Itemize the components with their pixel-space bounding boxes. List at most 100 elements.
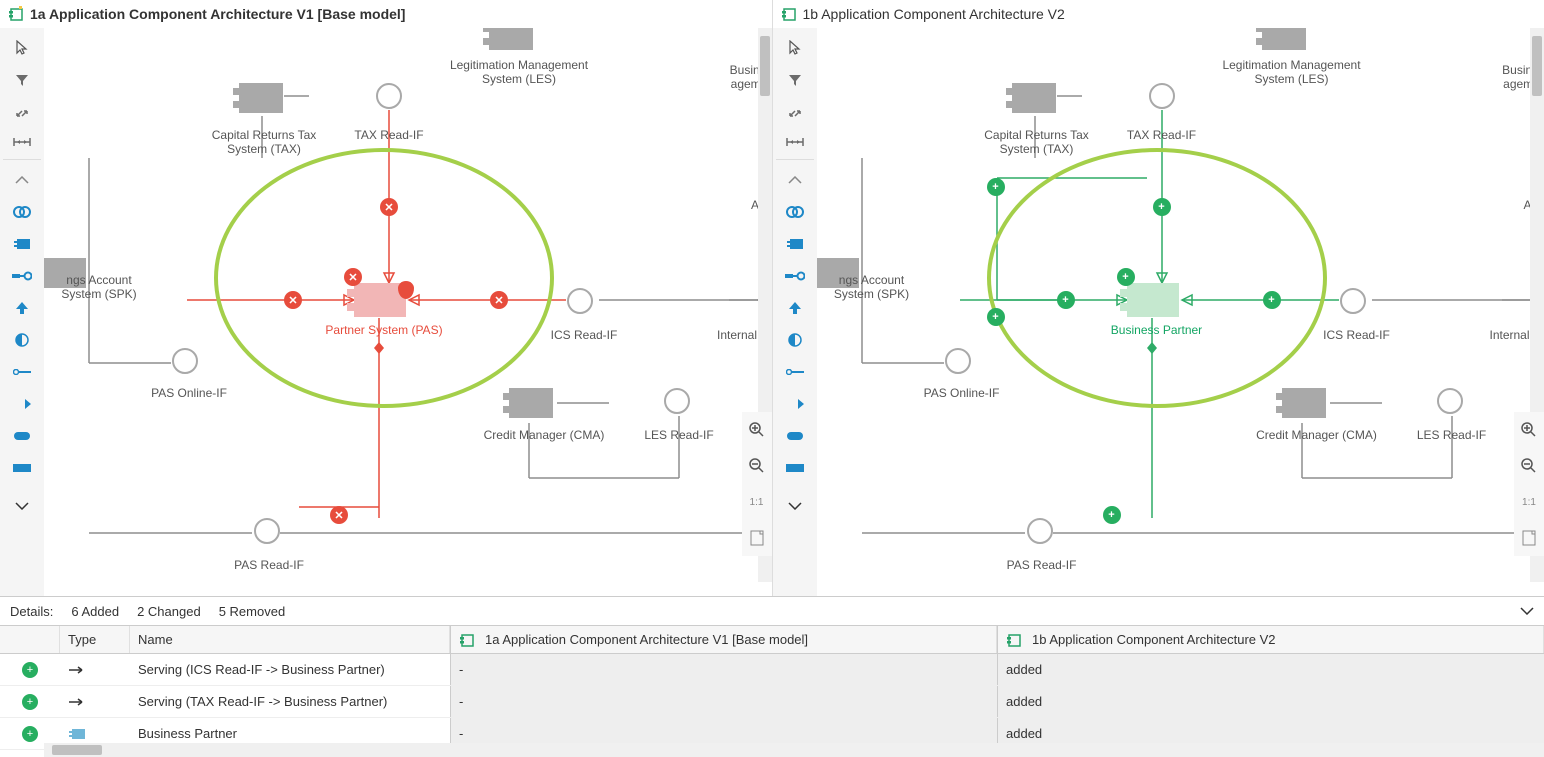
interface-label: TAX Read-IF: [1117, 128, 1207, 142]
diagram-canvas-left[interactable]: Capital Returns Tax System (TAX)Legitima…: [44, 28, 772, 596]
h-scrollbar[interactable]: [44, 743, 1544, 757]
filter-tool[interactable]: [3, 64, 41, 96]
central-component[interactable]: [1127, 283, 1179, 317]
interface-label: LES Read-IF: [1407, 428, 1497, 442]
toolbar-right: [773, 28, 817, 596]
chevron-down-icon[interactable]: [1520, 607, 1534, 615]
component-label: Legitimation Management System (LES): [444, 58, 594, 87]
width-tool[interactable]: [776, 128, 814, 160]
component-tax[interactable]: [239, 83, 283, 113]
col-type[interactable]: Type: [60, 626, 130, 653]
palette-interface-icon[interactable]: [776, 260, 814, 292]
pointer-tool[interactable]: [776, 32, 814, 64]
row-value-a: -: [450, 654, 997, 685]
col-model-b[interactable]: 1b Application Component Architecture V2: [997, 626, 1544, 653]
table-row[interactable]: +Serving (ICS Read-IF -> Business Partne…: [0, 654, 1544, 686]
added-badge-icon: +: [1103, 506, 1121, 524]
interface-taxread[interactable]: [1149, 83, 1175, 109]
row-value-a: -: [450, 686, 997, 717]
added-badge-icon: +: [987, 308, 1005, 326]
zoom-actual-icon[interactable]: 1:1: [1514, 484, 1544, 520]
component-label: Capital Returns Tax System (TAX): [972, 128, 1102, 157]
palette-line-icon[interactable]: [3, 356, 41, 388]
pointer-tool[interactable]: [3, 32, 41, 64]
removed-badge-icon: ✕: [330, 506, 348, 524]
palette-up-icon[interactable]: [776, 292, 814, 324]
palette-rect-icon[interactable]: [3, 452, 41, 484]
export-icon[interactable]: [742, 520, 772, 556]
interface-icsread[interactable]: [1340, 288, 1366, 314]
palette-line-icon[interactable]: [776, 356, 814, 388]
palette-rounded-icon[interactable]: [776, 420, 814, 452]
interface-pasread[interactable]: [1027, 518, 1053, 544]
palette-component-icon[interactable]: [3, 228, 41, 260]
export-icon[interactable]: [1514, 520, 1544, 556]
zoom-out-icon[interactable]: [742, 448, 772, 484]
central-label: Business Partner: [1087, 323, 1227, 337]
palette-rounded-icon[interactable]: [3, 420, 41, 452]
palette-component-icon[interactable]: [776, 228, 814, 260]
added-badge-icon: +: [1117, 268, 1135, 286]
component-cma[interactable]: [1282, 388, 1326, 418]
component-label: Credit Manager (CMA): [479, 428, 609, 442]
width-tool[interactable]: [3, 128, 41, 160]
component-les[interactable]: [1262, 28, 1306, 50]
app-component-icon: [8, 6, 24, 22]
pane-title-left: 1a Application Component Architecture V1…: [0, 0, 772, 28]
palette-rect-icon[interactable]: [776, 452, 814, 484]
palette-arrow-icon[interactable]: [776, 388, 814, 420]
details-changed[interactable]: 2 Changed: [137, 604, 201, 619]
palette-merge-icon[interactable]: [776, 196, 814, 228]
zoom-in-icon[interactable]: [742, 412, 772, 448]
added-icon: +: [22, 726, 38, 742]
diagram-canvas-right[interactable]: Capital Returns Tax System (TAX) Legitima…: [817, 28, 1544, 596]
palette-arrow-icon[interactable]: [3, 388, 41, 420]
pane-title-left-text: 1a Application Component Architecture V1…: [30, 6, 405, 22]
palette-up-icon[interactable]: [3, 292, 41, 324]
zoom-actual-icon[interactable]: 1:1: [742, 484, 772, 520]
filter-tool[interactable]: [776, 64, 814, 96]
collapse-up-icon[interactable]: [3, 164, 41, 196]
details-added[interactable]: 6 Added: [71, 604, 119, 619]
palette-merge-icon[interactable]: [3, 196, 41, 228]
details-label: Details:: [10, 604, 53, 619]
interface-pason[interactable]: [945, 348, 971, 374]
toolbar-left: [0, 28, 44, 596]
component-cma[interactable]: [509, 388, 553, 418]
zoom-in-icon[interactable]: [1514, 412, 1544, 448]
component-label: Legitimation Management System (LES): [1217, 58, 1367, 87]
interface-label: PAS Online-IF: [912, 386, 1012, 400]
swap-tool[interactable]: [3, 96, 41, 128]
interface-lesread[interactable]: [664, 388, 690, 414]
interface-taxread[interactable]: [376, 83, 402, 109]
interface-label: PAS Online-IF: [139, 386, 239, 400]
details-table-header: Type Name 1a Application Component Archi…: [0, 626, 1544, 654]
palette-half-icon[interactable]: [3, 324, 41, 356]
palette-interface-icon[interactable]: [3, 260, 41, 292]
component-label: ngs Account System (SPK): [49, 273, 149, 302]
collapse-down-icon[interactable]: [3, 490, 41, 522]
zoom-out-icon[interactable]: [1514, 448, 1544, 484]
removed-badge-icon: ✕: [344, 268, 362, 286]
col-name[interactable]: Name: [130, 626, 450, 653]
table-row[interactable]: +Serving (TAX Read-IF -> Business Partne…: [0, 686, 1544, 718]
col-model-a[interactable]: 1a Application Component Architecture V1…: [450, 626, 997, 653]
app-component-icon: [459, 632, 475, 648]
added-badge-icon: +: [1057, 291, 1075, 309]
interface-icsread[interactable]: [567, 288, 593, 314]
interface-label: ICS Read-IF: [1312, 328, 1402, 342]
collapse-down-icon[interactable]: [776, 490, 814, 522]
component-tax[interactable]: [1012, 83, 1056, 113]
interface-pason[interactable]: [172, 348, 198, 374]
palette-half-icon[interactable]: [776, 324, 814, 356]
row-type-icon: [60, 686, 130, 717]
interface-label: PAS Read-IF: [997, 558, 1087, 572]
collapse-up-icon[interactable]: [776, 164, 814, 196]
component-les[interactable]: [489, 28, 533, 50]
pane-right: 1b Application Component Architecture V2: [773, 0, 1544, 596]
added-badge-icon: +: [987, 178, 1005, 196]
details-removed[interactable]: 5 Removed: [219, 604, 285, 619]
interface-pasread[interactable]: [254, 518, 280, 544]
interface-lesread[interactable]: [1437, 388, 1463, 414]
swap-tool[interactable]: [776, 96, 814, 128]
